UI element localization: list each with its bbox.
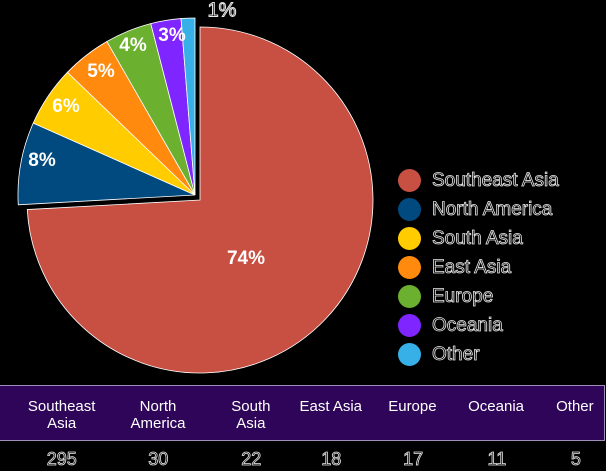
table-cell: 295 (46, 449, 77, 470)
pct-label-southeast-asia: 74% (226, 248, 266, 269)
legend-item-north-america: North America (398, 195, 559, 224)
legend-label: Oceania (432, 314, 504, 336)
table-cell: 5 (570, 449, 581, 470)
table-cell: 30 (148, 449, 169, 470)
table-header-cell: South Asia (231, 398, 271, 432)
legend-swatch-icon (398, 343, 421, 366)
table-header-cell: Other (556, 398, 594, 415)
pct-label-europe: 4% (119, 35, 147, 56)
table-cell: 17 (403, 449, 424, 470)
pct-label-east-asia: 5% (87, 61, 115, 82)
table-header-cell: Europe (388, 398, 437, 415)
legend-swatch-icon (398, 314, 421, 337)
pct-label-north-america: 8% (28, 150, 56, 171)
legend-label: South Asia (432, 227, 524, 249)
table-cell: 18 (321, 449, 342, 470)
legend-swatch-icon (398, 285, 421, 308)
legend-item-other: Other (398, 340, 559, 369)
data-table: Southeast Asia North America South Asia … (0, 385, 605, 471)
table-cell: 22 (241, 449, 262, 470)
pie-slice-other (180, 17, 196, 196)
legend-label: North America (432, 198, 553, 220)
pie-chart (17, 17, 374, 374)
table-cell: 11 (487, 449, 507, 470)
table-header-cell: Southeast Asia (27, 398, 96, 432)
legend: Southeast Asia North America South Asia … (398, 166, 559, 369)
legend-item-east-asia: East Asia (398, 253, 559, 282)
table-row: 295 30 22 18 17 11 5 (0, 441, 605, 471)
legend-swatch-icon (398, 227, 421, 250)
legend-label: Other (432, 343, 480, 365)
legend-item-southeast-asia: Southeast Asia (398, 166, 559, 195)
legend-swatch-icon (398, 198, 421, 221)
pct-label-south-asia: 6% (52, 96, 80, 117)
pct-label-oceania: 3% (158, 25, 186, 46)
legend-item-oceania: Oceania (398, 311, 559, 340)
pct-label-other: 1% (207, 0, 237, 22)
pie-slice-southeast-asia (26, 26, 374, 374)
legend-swatch-icon (398, 256, 421, 279)
legend-label: Europe (432, 285, 494, 307)
table-header-cell: North America (130, 398, 186, 432)
legend-item-europe: Europe (398, 282, 559, 311)
legend-swatch-icon (398, 169, 421, 192)
legend-item-south-asia: South Asia (398, 224, 559, 253)
table-header-cell: East Asia (299, 398, 363, 415)
table-header-row: Southeast Asia North America South Asia … (0, 385, 605, 441)
legend-label: East Asia (432, 256, 512, 278)
legend-label: Southeast Asia (432, 169, 560, 191)
table-header-cell: Oceania (468, 398, 524, 415)
